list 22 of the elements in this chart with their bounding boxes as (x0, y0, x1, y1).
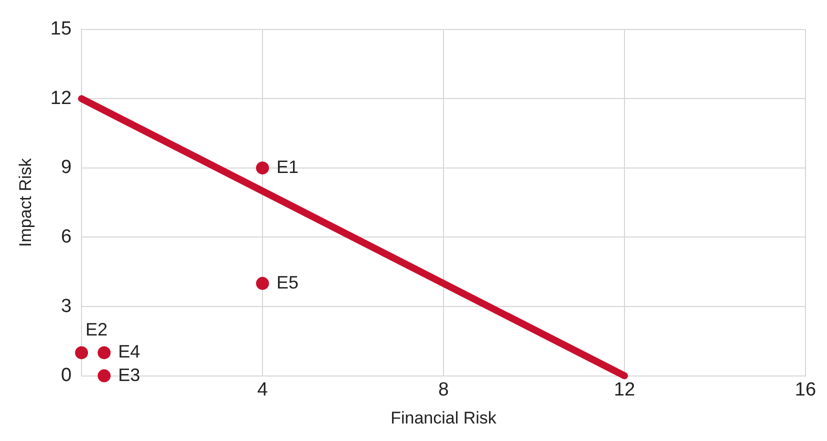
y-tick-label: 3 (60, 296, 72, 317)
x-tick-label: 12 (614, 379, 636, 400)
point (98, 346, 111, 360)
y-tick-label: 0 (60, 365, 72, 386)
x-tick-label: 16 (794, 379, 816, 400)
y-tick-label: 12 (50, 88, 72, 109)
annotation: E3 (118, 364, 140, 385)
point (98, 369, 111, 382)
x-tick-label: 4 (257, 379, 268, 400)
annotation: E1 (276, 156, 299, 177)
x-tick-label: 8 (438, 379, 449, 400)
annotation: E2 (86, 320, 108, 340)
x-axis-title: Financial Risk (390, 408, 497, 428)
annotation: E5 (276, 272, 299, 292)
annotation: E4 (118, 342, 140, 362)
point (256, 161, 270, 174)
y-tick-label: 9 (60, 157, 72, 178)
point (75, 346, 88, 360)
y-axis-title: Impact Risk (16, 158, 35, 247)
point (256, 276, 270, 290)
y-tick-label: 15 (50, 18, 72, 40)
y-tick-label: 6 (60, 226, 72, 248)
